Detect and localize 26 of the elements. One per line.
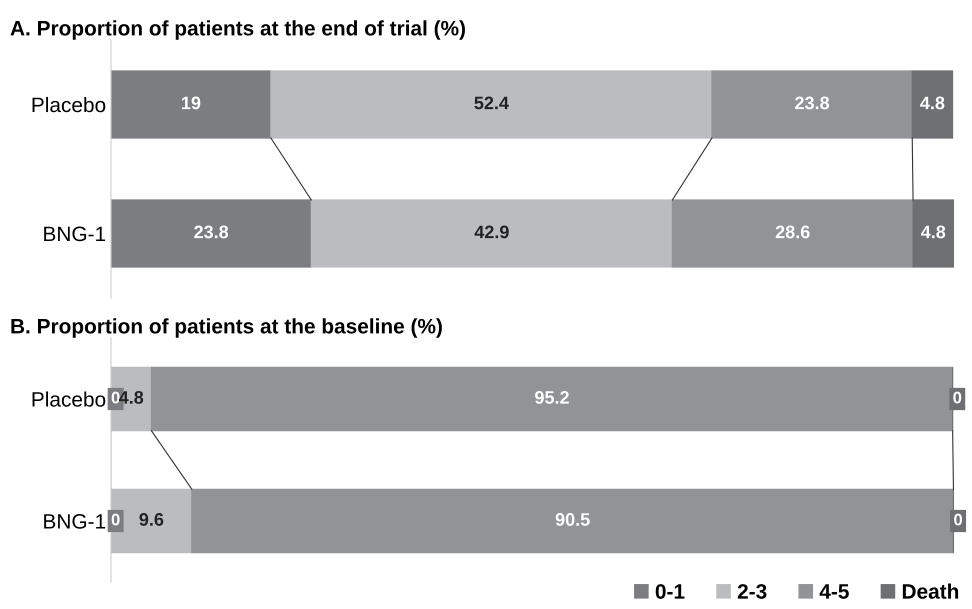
data-label: 90.5: [556, 513, 590, 526]
chart-title: A. Proportion of patients at the end of trial (%): [10, 20, 465, 40]
y-tick-label: Placebo: [32, 96, 106, 112]
legend-label: 0-1: [656, 584, 684, 599]
data-label: 4.8: [920, 226, 946, 238]
data-label: 0: [953, 392, 962, 404]
data-label: 52.4: [474, 96, 509, 110]
y-tick-label: Placebo: [32, 391, 106, 407]
legend-label: Death: [902, 584, 958, 599]
data-label: 0: [954, 514, 962, 526]
data-label: 95.2: [535, 391, 569, 404]
y-tick-label: BNG-1: [44, 226, 106, 242]
y-tick-label: BNG-1: [44, 514, 106, 529]
chart-title: B. Proportion of patients at the baseline (%): [11, 318, 442, 338]
data-label: 0: [112, 514, 120, 526]
data-label: 4.8: [118, 391, 144, 404]
legend-label: 2-3: [738, 584, 766, 599]
data-label: 19: [182, 96, 200, 110]
data-label: 28.6: [776, 226, 810, 238]
data-label: 23.8: [194, 226, 228, 238]
data-label: 23.8: [795, 96, 830, 110]
legend-label: 4-5: [820, 584, 849, 599]
data-label: 0: [112, 392, 120, 404]
data-label: 9.6: [139, 513, 164, 526]
data-label: 4.8: [920, 96, 944, 110]
data-label: 42.9: [474, 226, 509, 238]
